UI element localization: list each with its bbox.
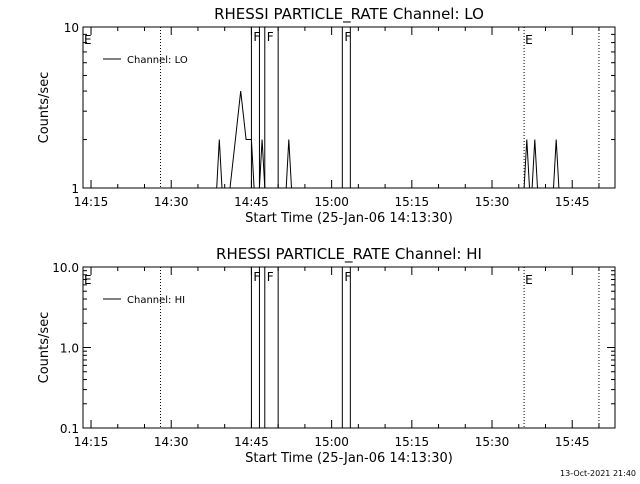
panel-1-legend-label: Channel: LO: [127, 55, 188, 66]
panel-2-x-tick-label-3: 14:45: [234, 435, 269, 449]
panel-1-eclipse-label-1: E: [84, 33, 92, 47]
panel-2-legend-label: Channel: HI: [127, 295, 185, 306]
panel-1-x-tick-label-3: 14:45: [234, 195, 269, 209]
panel-1-axes-frame: [82, 26, 616, 189]
panel-2-x-tick-label-4: 15:00: [314, 435, 349, 449]
panel-2-saa-label-2: F: [267, 270, 274, 284]
panel-1-x-axis-label: Start Time (25-Jan-06 14:13:30): [245, 211, 453, 226]
panel-1-x-tick-label-2: 14:30: [154, 195, 189, 209]
panel-2-y-tick-label-3: 10.0: [52, 261, 79, 275]
panel-1-eclipse-label-2: E: [525, 33, 533, 47]
panel-1-x-tick-label-1: 14:15: [74, 195, 109, 209]
panel-1-y-tick-label-2: 10: [64, 21, 79, 35]
panel-2-y-axis-label: Counts/sec: [37, 312, 52, 384]
panel-2-x-tick-label-2: 14:30: [154, 435, 189, 449]
panel-1-title: RHESSI PARTICLE_RATE Channel: LO: [214, 5, 484, 24]
panel-1-x-tick-label-4: 15:00: [314, 195, 349, 209]
panel-2-y-tick-label-1: 0.1: [60, 422, 79, 436]
panel-1-saa-label-1: F: [253, 30, 260, 44]
panel-2-y-tick-label-2: 1.0: [60, 342, 79, 356]
panel-2-x-axis-label: Start Time (25-Jan-06 14:13:30): [245, 451, 453, 466]
panel-2-x-tick-label-5: 15:15: [395, 435, 430, 449]
panel-2-x-tick-label-1: 14:15: [74, 435, 109, 449]
panel-2-eclipse-label-1: E: [84, 273, 92, 287]
panel-1-x-tick-label-6: 15:30: [475, 195, 510, 209]
panel-1-saa-label-2: F: [267, 30, 274, 44]
panel-1-x-tick-label-5: 15:15: [395, 195, 430, 209]
panel-1-x-tick-label-7: 15:45: [555, 195, 590, 209]
panel-2-eclipse-label-2: E: [525, 273, 533, 287]
panel-2-saa-label-1: F: [253, 270, 260, 284]
panel-2-saa-label-3: F: [344, 270, 351, 284]
generated-timestamp: 13-Oct-2021 21:40: [560, 469, 636, 478]
panel-2-x-tick-label-6: 15:30: [475, 435, 510, 449]
panel-1-y-axis-label: Counts/sec: [37, 72, 52, 144]
panel-1-saa-label-3: F: [344, 30, 351, 44]
panel-2-x-tick-label-7: 15:45: [555, 435, 590, 449]
panel-1-y-tick-label-1: 1: [71, 182, 79, 196]
panel-2-title: RHESSI PARTICLE_RATE Channel: HI: [216, 245, 482, 264]
